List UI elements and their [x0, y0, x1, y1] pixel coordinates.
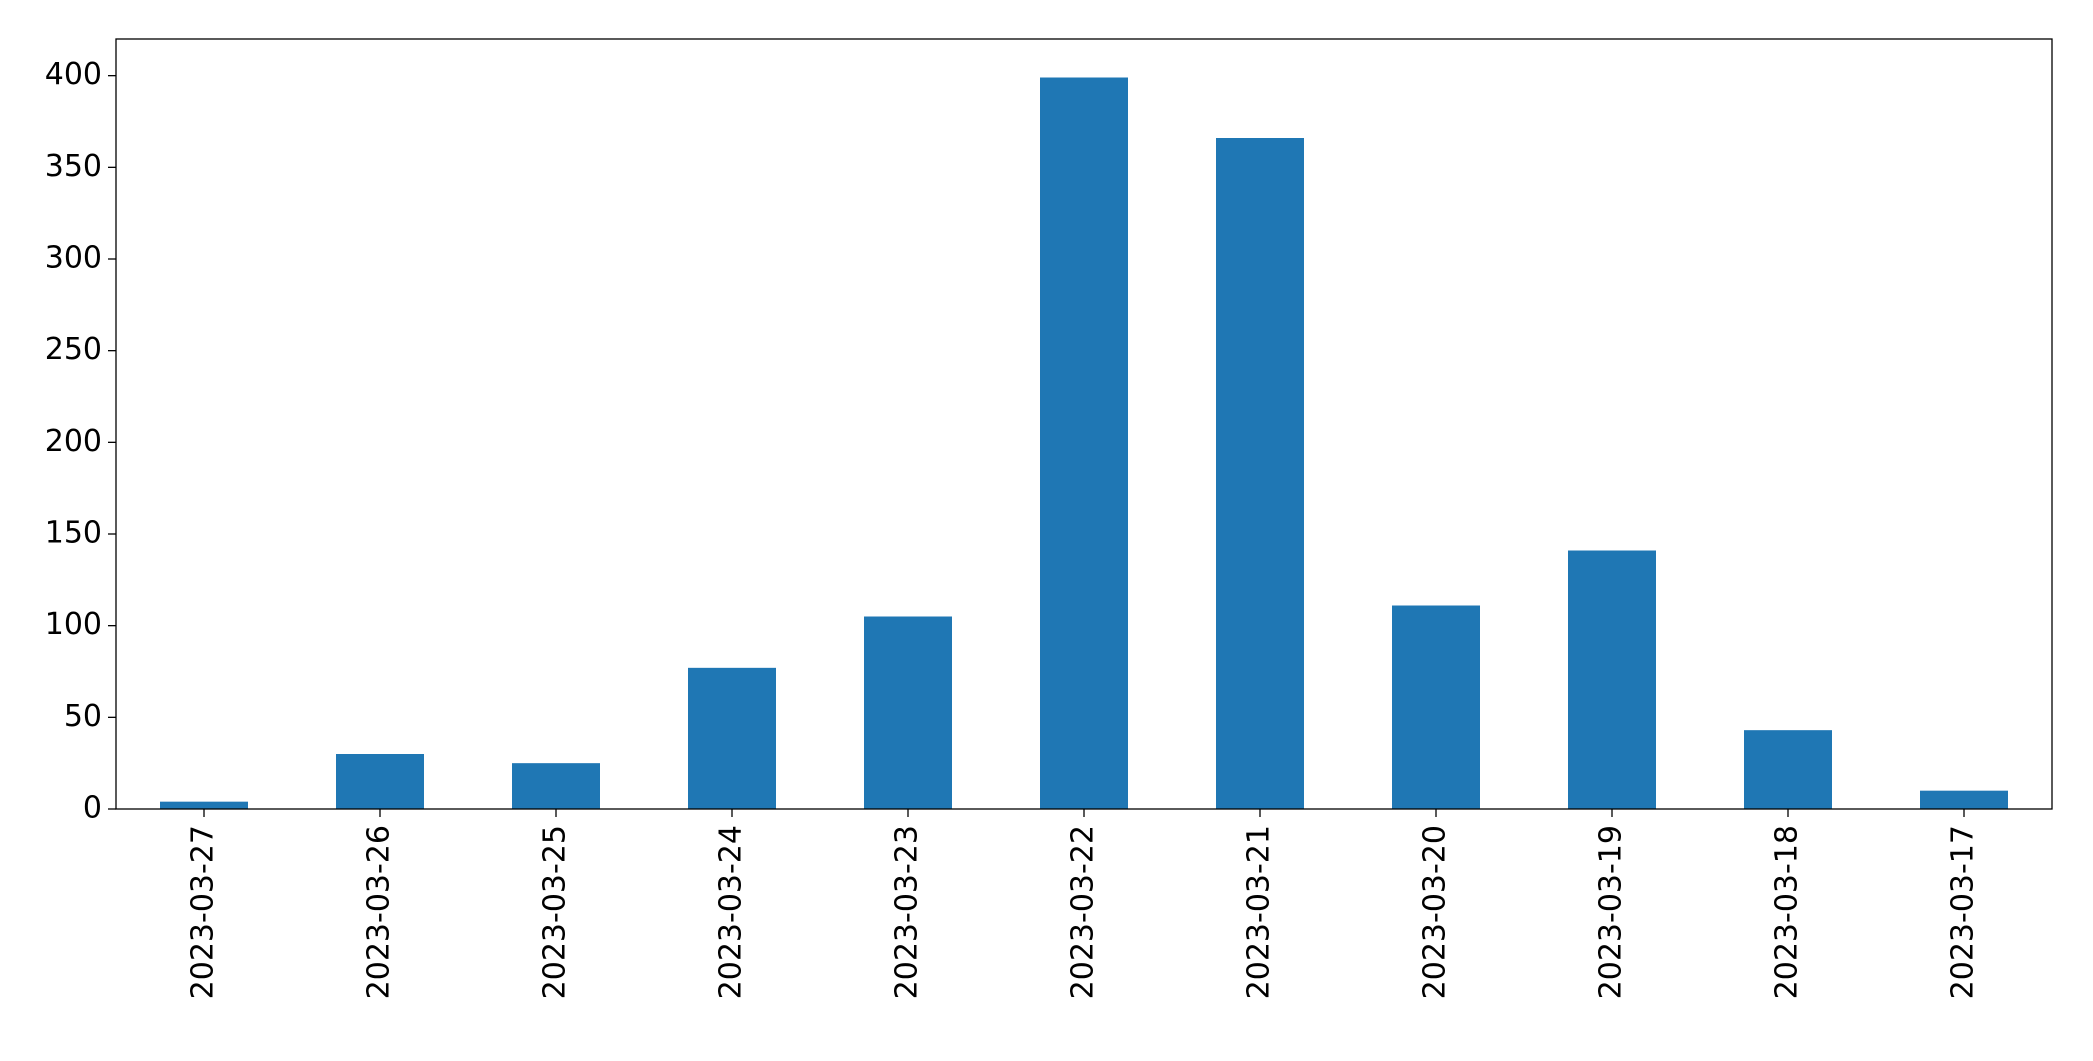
y-tick-label: 250: [45, 332, 102, 367]
bar: [512, 763, 600, 809]
x-tick-label: 2023-03-20: [1418, 825, 1453, 999]
x-tick-label: 2023-03-23: [890, 825, 925, 999]
bar: [160, 801, 248, 809]
bar: [1744, 730, 1832, 809]
bar: [688, 667, 776, 809]
x-tick-label: 2023-03-27: [186, 825, 221, 999]
x-tick-label: 2023-03-17: [1946, 825, 1981, 999]
y-tick-label: 100: [45, 607, 102, 642]
x-tick-label: 2023-03-18: [1770, 825, 1805, 999]
x-tick-label: 2023-03-21: [1242, 825, 1277, 999]
y-tick-label: 50: [64, 699, 102, 734]
plot-frame: [115, 38, 2053, 810]
bar: [864, 616, 952, 809]
y-tick-label: 200: [45, 424, 102, 459]
bar: [1920, 790, 2008, 809]
x-tick-label: 2023-03-24: [714, 825, 749, 999]
bar: [1568, 550, 1656, 809]
y-tick-label: 350: [45, 149, 102, 184]
y-tick-label: 0: [83, 791, 102, 826]
x-tick-label: 2023-03-22: [1066, 825, 1101, 999]
x-tick-label: 2023-03-26: [362, 825, 397, 999]
y-tick-label: 400: [45, 57, 102, 92]
bar: [1216, 138, 1304, 809]
bar: [1040, 77, 1128, 809]
bar: [336, 754, 424, 809]
bar: [1392, 605, 1480, 809]
x-tick-label: 2023-03-25: [538, 825, 573, 999]
y-tick-label: 300: [45, 241, 102, 276]
y-tick-label: 150: [45, 516, 102, 551]
x-tick-label: 2023-03-19: [1594, 825, 1629, 999]
